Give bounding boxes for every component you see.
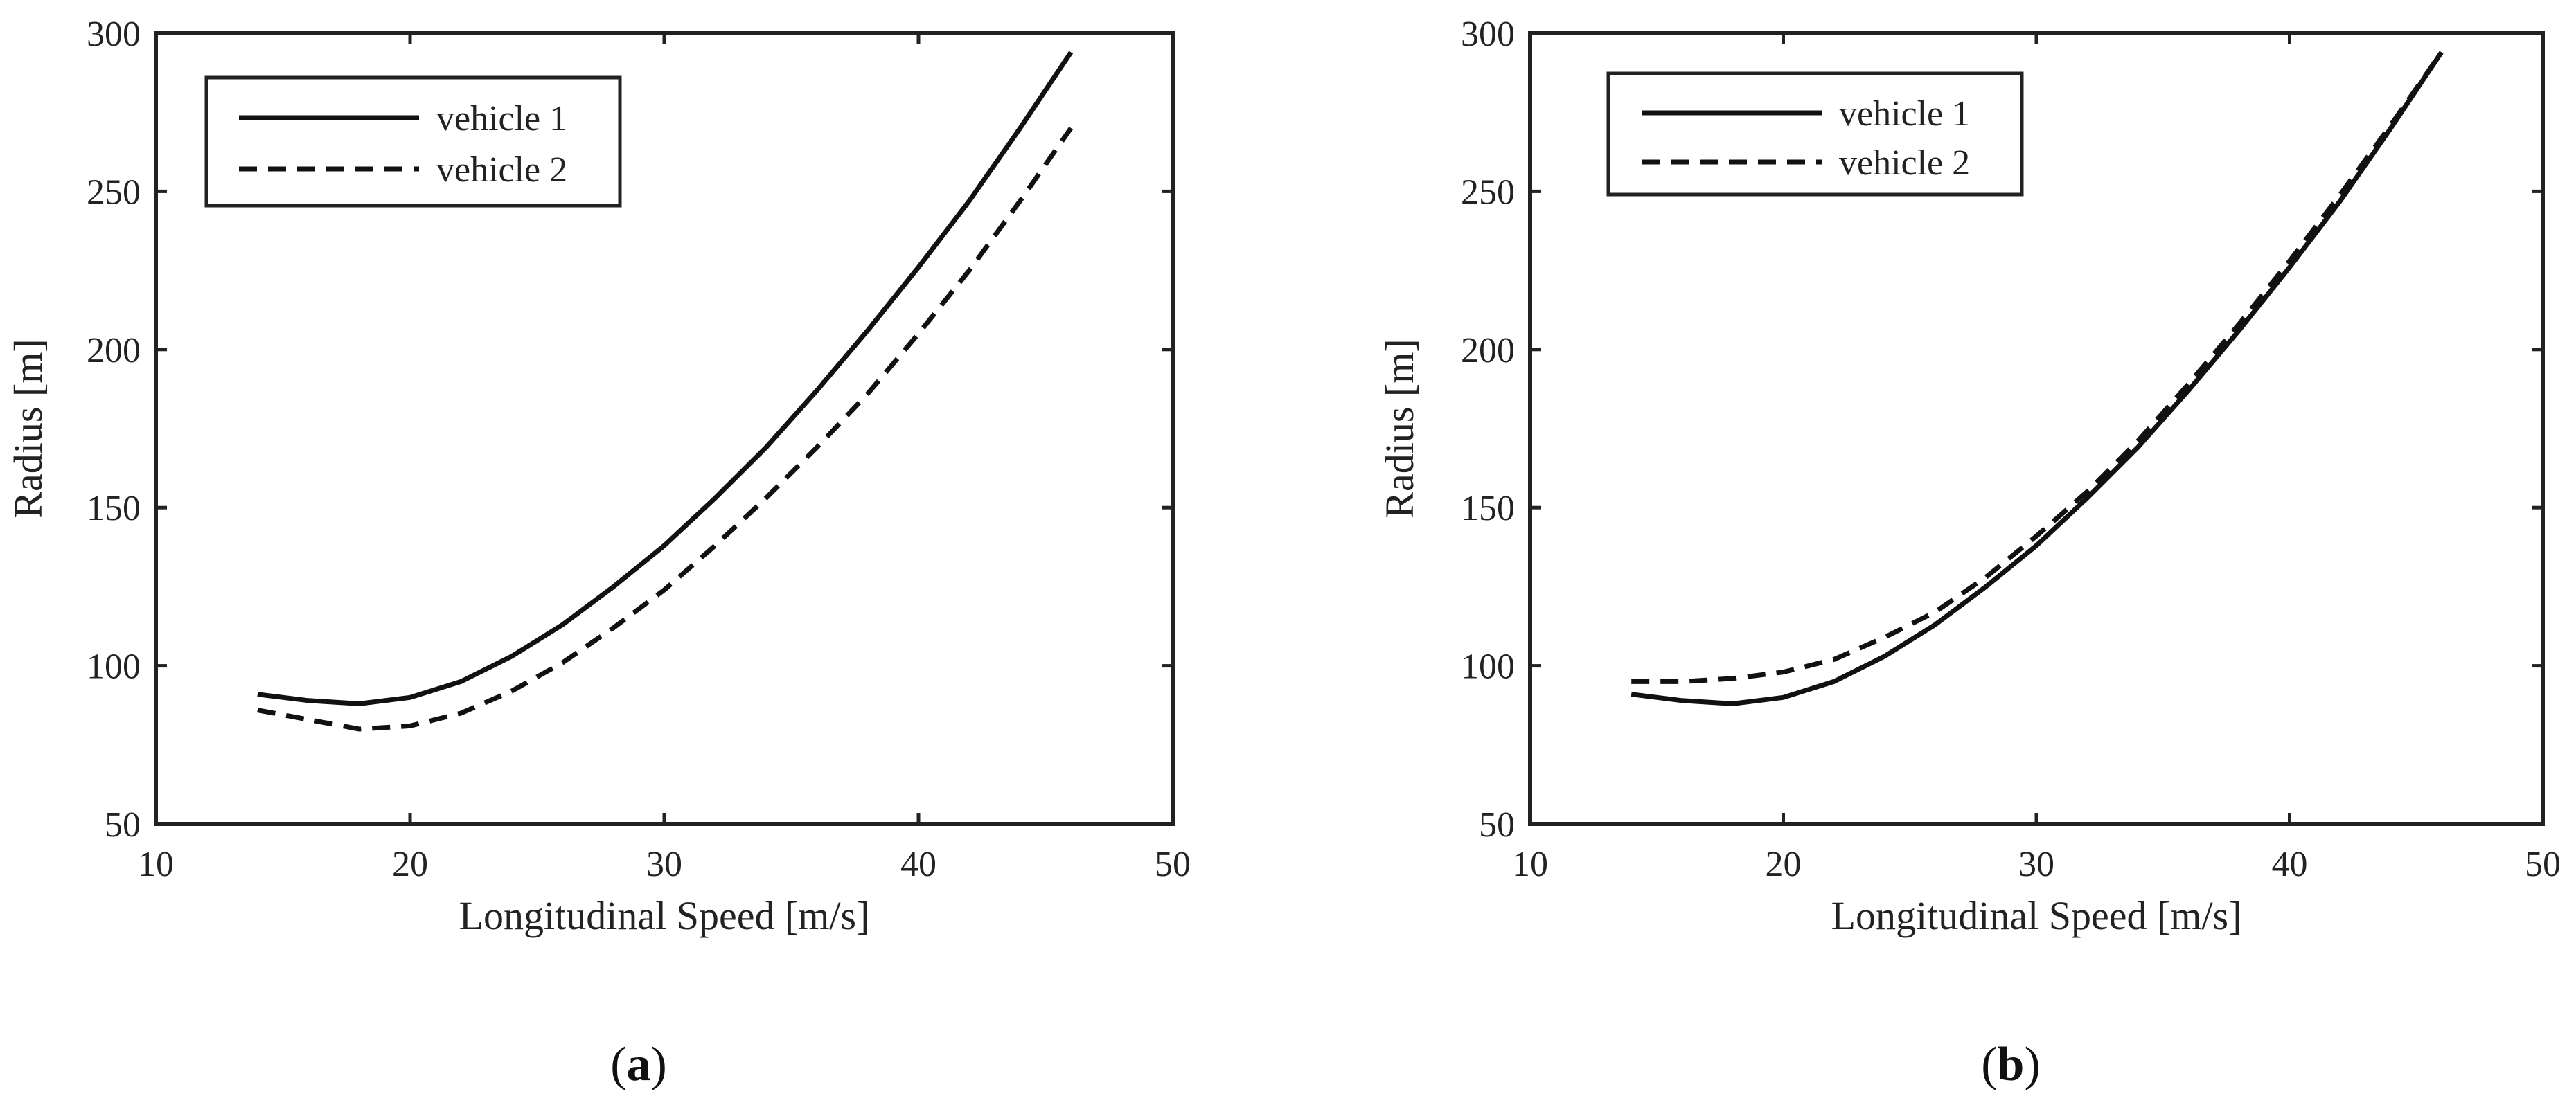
- series-line-vehicle-1: [257, 51, 1074, 706]
- y-tick-label: 200: [1461, 331, 1515, 370]
- legend: vehicle 1 vehicle 2: [1606, 71, 2024, 197]
- x-tick-labels: 10 20 30 40 50: [138, 845, 1191, 884]
- panel-label-b: (b): [1981, 1038, 2041, 1091]
- y-tick-label: 200: [87, 331, 141, 370]
- series-line-vehicle-2: [257, 126, 1074, 732]
- series-lines: [257, 51, 1074, 732]
- legend-label-vehicle-1: vehicle 1: [1839, 94, 1970, 134]
- legend-label-vehicle-2: vehicle 2: [1839, 143, 1970, 183]
- panel-label-a: (a): [610, 1038, 667, 1091]
- panel-label-open: (: [1981, 1038, 1997, 1091]
- y-tick-label: 50: [1479, 805, 1515, 845]
- legend: vehicle 1 vehicle 2: [204, 75, 622, 208]
- y-tick-labels: 50 100 150 200 250 300: [87, 15, 141, 845]
- panel-label-letter: b: [1998, 1038, 2025, 1091]
- x-tick-label: 50: [2525, 845, 2561, 884]
- y-tick-label: 100: [87, 647, 141, 687]
- y-tick-label: 100: [1461, 647, 1515, 687]
- x-axis-label: Longitudinal Speed [m/s]: [459, 893, 870, 938]
- y-axis-label: Radius [m]: [1377, 339, 1422, 518]
- x-tick-label: 30: [646, 845, 682, 884]
- x-axis-label: Longitudinal Speed [m/s]: [1831, 893, 2242, 938]
- y-tick-label: 150: [1461, 489, 1515, 528]
- x-tick-label: 40: [900, 845, 936, 884]
- panel-label-close: ): [2024, 1038, 2040, 1091]
- panel-label-close: ): [651, 1038, 667, 1091]
- panel-label-letter: a: [627, 1038, 651, 1091]
- legend-label-vehicle-1: vehicle 1: [436, 99, 567, 138]
- tick-marks: [154, 31, 1175, 826]
- series-lines: [1631, 51, 2444, 706]
- x-tick-label: 30: [2018, 845, 2054, 884]
- x-tick-label: 50: [1155, 845, 1191, 884]
- series-line-vehicle-2: [1631, 51, 2444, 684]
- x-tick-label: 10: [138, 845, 174, 884]
- x-tick-labels: 10 20 30 40 50: [1512, 845, 2561, 884]
- y-tick-labels: 50 100 150 200 250 300: [1461, 15, 1515, 845]
- y-axis-label: Radius [m]: [6, 339, 51, 518]
- x-tick-label: 40: [2272, 845, 2308, 884]
- legend-label-vehicle-2: vehicle 2: [436, 150, 567, 190]
- legend-box: [204, 75, 622, 208]
- x-tick-label: 10: [1512, 845, 1548, 884]
- panel-label-open: (: [610, 1038, 626, 1091]
- legend-box: [1606, 71, 2024, 197]
- y-tick-label: 250: [1461, 172, 1515, 212]
- chart-panel-a: 10 20 30 40 50 50 100 150 200 250 300 Longitudina…: [6, 15, 1191, 938]
- y-tick-label: 50: [105, 805, 141, 845]
- series-line-vehicle-1: [1631, 51, 2444, 706]
- tick-marks: [1528, 31, 2545, 826]
- chart-panel-b: 10 20 30 40 50 50 100 150 200 250 300 Longitudina…: [1377, 15, 2561, 938]
- x-tick-label: 20: [392, 845, 428, 884]
- x-tick-label: 20: [1766, 845, 1802, 884]
- y-tick-label: 250: [87, 172, 141, 212]
- y-tick-label: 300: [87, 15, 141, 54]
- y-tick-label: 150: [87, 489, 141, 528]
- y-tick-label: 300: [1461, 15, 1515, 54]
